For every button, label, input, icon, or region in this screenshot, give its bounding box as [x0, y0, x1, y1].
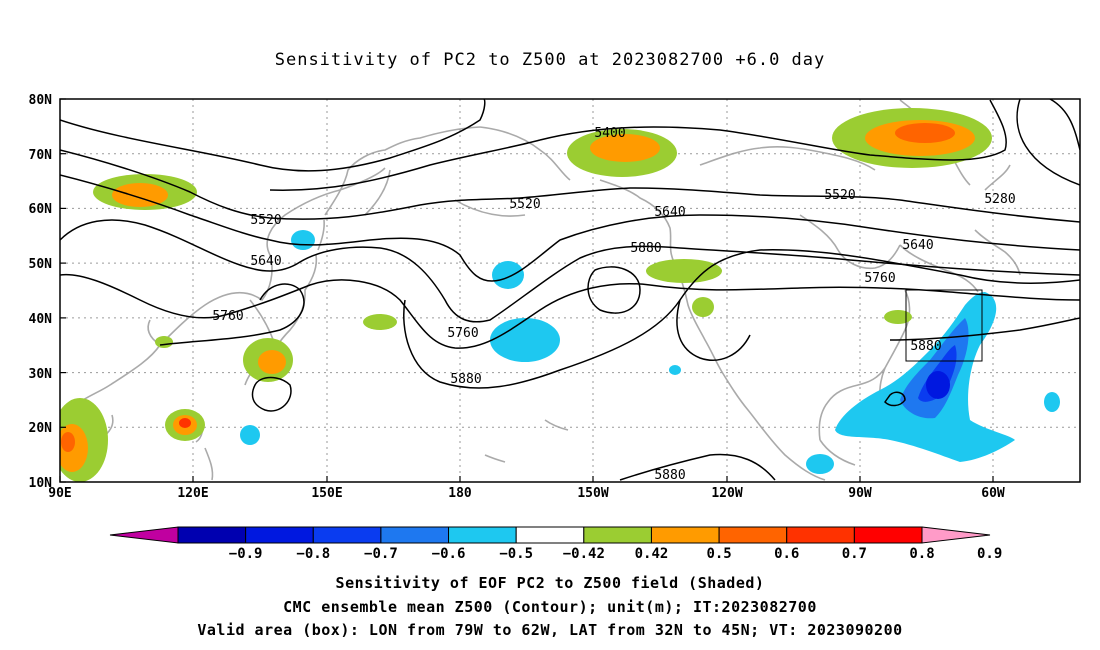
lat-tick-label: 40N — [29, 312, 53, 327]
z500-contours — [60, 99, 1080, 481]
contour-label: 5400 — [594, 126, 625, 141]
contour-label: 5520 — [509, 197, 540, 212]
colorbar-label: 0.6 — [774, 546, 799, 562]
lat-tick-label: 80N — [29, 93, 53, 108]
positive-sensitivity-shading — [60, 108, 992, 482]
negative-sensitivity-shading — [240, 230, 1060, 474]
lon-tick-label: 90W — [848, 486, 872, 501]
lon-tick-label: 120E — [177, 486, 208, 501]
lat-tick-label: 20N — [29, 421, 53, 436]
colorbar-box — [786, 526, 855, 544]
contour-label: 5640 — [250, 254, 281, 269]
contour-label: 5760 — [864, 271, 895, 286]
colorbar-label: −0.42 — [563, 546, 605, 562]
colorbar-box — [718, 526, 788, 544]
lat-tick-label: 10N — [29, 476, 53, 491]
colorbar-label: −0.9 — [229, 546, 263, 562]
colorbar-label: 0.5 — [706, 546, 731, 562]
contour-label: 5520 — [824, 188, 855, 203]
contour-label: 5280 — [984, 192, 1015, 207]
colorbar-label: 0.7 — [842, 546, 867, 562]
map-frame — [59, 98, 1081, 483]
lon-tick-label: 150E — [311, 486, 342, 501]
colorbar-box — [312, 526, 382, 544]
colorbar-extend-high — [921, 526, 991, 544]
colorbar-box — [515, 526, 585, 544]
lon-tick-label: 150W — [577, 486, 608, 501]
colorbar-box — [583, 526, 652, 544]
colorbar-label: −0.8 — [296, 546, 330, 562]
colorbar-extend-low — [109, 526, 179, 544]
chart-title: Sensitivity of PC2 to Z500 at 2023082700… — [274, 50, 826, 70]
contour-label: 5880 — [910, 339, 941, 354]
contour-label: 5880 — [630, 241, 661, 256]
contour-label: 5640 — [902, 238, 933, 253]
lon-tick-label: 120W — [711, 486, 742, 501]
lon-tick-label: 90E — [48, 486, 71, 501]
caption-line-1: Sensitivity of EOF PC2 to Z500 field (Sh… — [335, 574, 765, 592]
colorbar-box — [177, 526, 247, 544]
contour-label: 5880 — [450, 372, 481, 387]
colorbar-box — [380, 526, 450, 544]
colorbar-box — [650, 526, 720, 544]
lat-tick-label: 60N — [29, 202, 53, 217]
lat-tick-label: 30N — [29, 367, 53, 382]
colorbar-label: −0.7 — [364, 546, 398, 562]
colorbar-label: −0.6 — [432, 546, 466, 562]
contour-labels: 5400 5520 5520 5520 5640 5640 5640 5760 … — [212, 126, 1015, 483]
lat-tick-label: 50N — [29, 257, 53, 272]
contour-label: 5520 — [250, 213, 281, 228]
colorbar-label: −0.5 — [499, 546, 533, 562]
contour-label: 5760 — [447, 326, 478, 341]
colorbar-label: 0.8 — [909, 546, 934, 562]
axis-ticks — [59, 98, 994, 483]
lat-tick-labels: 80N 70N 60N 50N 40N 30N 20N 10N — [29, 93, 53, 491]
colorbar: −0.9 −0.8 −0.7 −0.6 −0.5 −0.42 0.42 0.5 0.6 0.7 0.… — [109, 526, 1002, 562]
contour-label: 5880 — [654, 468, 685, 483]
lon-tick-label: 180 — [448, 486, 472, 501]
colorbar-label: 0.9 — [977, 546, 1002, 562]
valid-area-box — [905, 289, 983, 362]
colorbar-box — [245, 526, 314, 544]
contour-label: 5760 — [212, 309, 243, 324]
caption-line-2: CMC ensemble mean Z500 (Contour); unit(m… — [283, 598, 817, 616]
contour-label: 5640 — [654, 205, 685, 220]
lon-tick-label: 60W — [981, 486, 1005, 501]
caption-line-3: Valid area (box): LON from 79W to 62W, L… — [197, 621, 903, 639]
colorbar-box — [448, 526, 517, 544]
colorbar-box — [853, 526, 923, 544]
lat-tick-label: 70N — [29, 148, 53, 163]
lon-tick-labels: 90E 120E 150E 180 150W 120W 90W 60W — [48, 486, 1005, 501]
colorbar-label: 0.42 — [635, 546, 669, 562]
